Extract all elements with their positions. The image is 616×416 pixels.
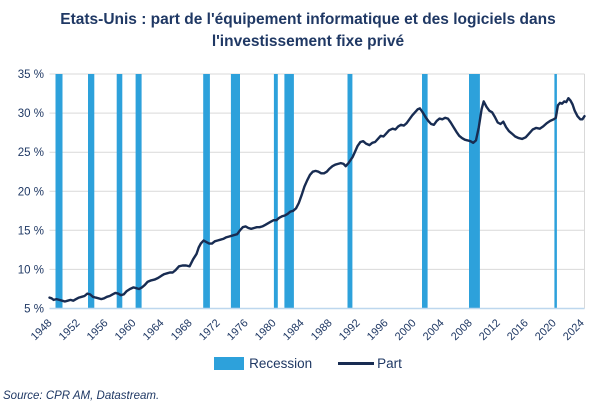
recession-bar [284,74,294,309]
recession-bar [116,74,123,309]
recession-bar [422,74,428,309]
y-tick-label: 25 % [18,147,44,159]
x-tick-label: 2008 [449,317,475,343]
x-tick-label: 1960 [113,317,139,343]
x-tick-label: 1996 [365,317,391,343]
recession-bar [88,74,95,309]
x-tick-label: 1948 [29,317,55,343]
x-tick-label: 1964 [141,317,167,343]
recession-bar [273,74,278,309]
x-tick-label: 1976 [225,317,251,343]
x-tick-label: 2024 [561,317,587,343]
y-tick-label: 35 % [18,69,44,81]
chart-title: Etats-Unis : part de l'équipement inform… [60,11,556,51]
x-tick-label: 2004 [421,317,447,343]
recession-legend-label: Recession [249,355,313,371]
x-tick-label: 2000 [393,317,419,343]
y-tick-label: 30 % [18,108,44,120]
recession-bar [203,74,210,309]
recession-bar [469,74,480,309]
recession-bar [230,74,240,309]
part-line [48,96,586,303]
x-tick-label: 1956 [85,317,111,343]
y-tick-label: 15 % [18,225,44,237]
x-tick-label: 1972 [197,317,223,343]
y-tick-label: 5 % [24,304,44,316]
recession-legend-swatch [214,356,245,370]
recession-bar [55,74,63,309]
x-tick-label: 1984 [281,317,307,343]
recession-bar [554,74,557,309]
x-tick-label: 1968 [169,317,195,343]
y-tick-label: 10 % [18,264,44,276]
x-tick-label: 1988 [309,317,335,343]
part-legend-swatch [338,361,375,365]
x-tick-label: 1980 [253,317,279,343]
y-tick-label: 20 % [18,186,44,198]
x-tick-label: 1992 [337,317,363,343]
source-note: Source: CPR AM, Datastream. [3,390,160,402]
recession-bar [135,74,142,309]
chart-legend: Recession Part [0,352,616,374]
x-tick-label: 2012 [477,317,503,343]
x-tick-label: 2020 [533,317,559,343]
part-legend-label: Part [377,355,402,371]
x-tick-label: 2016 [505,317,531,343]
recession-bar [347,74,353,309]
x-tick-label: 1952 [57,317,83,343]
